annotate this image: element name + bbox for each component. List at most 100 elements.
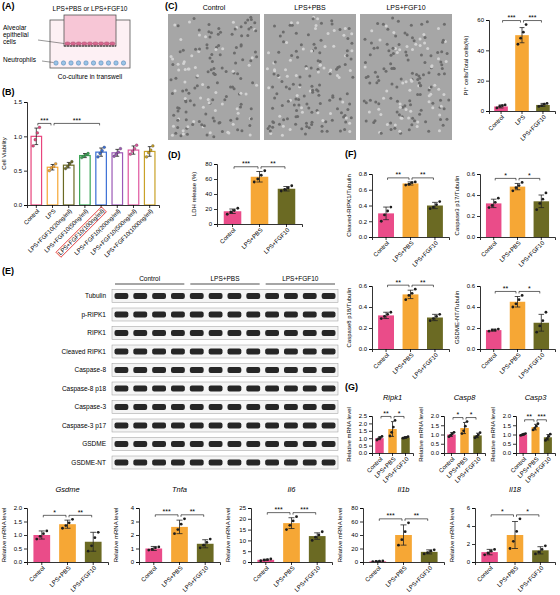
data-point [236, 207, 239, 210]
cell-texture [399, 117, 402, 120]
cell-texture [239, 92, 242, 95]
data-point [525, 23, 528, 26]
y-tick-mark [472, 526, 475, 527]
data-point [432, 317, 435, 320]
cell-texture [420, 53, 423, 56]
y-tick-mark [214, 194, 217, 195]
blot-band [246, 312, 260, 318]
x-axis: ControlLPS+PBSLPS+FGF10 [438, 453, 486, 484]
cell-texture [310, 85, 313, 88]
cell-texture [299, 84, 302, 87]
y-tick: 2.5 [359, 413, 372, 419]
cell-texture [305, 122, 308, 125]
blot-band [322, 312, 336, 318]
error-bar [90, 532, 96, 551]
blot-band [190, 330, 204, 336]
x-tick-mark [117, 205, 118, 208]
significance-label: * [504, 172, 507, 179]
cell-texture [221, 47, 224, 50]
y-tick: 20 [239, 516, 251, 522]
neutrophil [121, 61, 125, 65]
y-tick: 1.0 [14, 532, 27, 538]
cell-texture [240, 44, 243, 47]
y-tick-label: 60 [351, 519, 358, 525]
panel-label: (C) [165, 1, 178, 11]
data-point [38, 126, 41, 129]
x-tick: Control [480, 349, 498, 370]
error-bar [491, 199, 497, 207]
data-point [400, 538, 403, 541]
data-point [537, 105, 540, 108]
blot-band [133, 367, 147, 373]
blot-band [171, 330, 185, 336]
error-bar [534, 424, 537, 430]
cell-texture [399, 106, 402, 109]
error-bar [314, 533, 320, 539]
y-tick-mark [24, 205, 27, 206]
plot-marks [375, 419, 409, 453]
y-axis-line [369, 175, 373, 238]
data-point [295, 515, 298, 518]
epithelial-cell [110, 42, 115, 45]
x-tick-mark [410, 349, 411, 352]
cell-texture [187, 68, 190, 71]
cell-texture [225, 95, 228, 98]
x-tick-mark [377, 562, 378, 565]
cell-texture [398, 113, 401, 116]
cell-texture [282, 40, 285, 43]
x-tick-mark [403, 562, 404, 565]
data-point [407, 435, 410, 438]
y-tick-mark [24, 535, 27, 536]
blot-band [152, 404, 166, 410]
x-tick-mark [535, 453, 536, 456]
y-tick: 0 [481, 108, 489, 114]
cell-texture [376, 75, 379, 78]
cell-texture [236, 72, 239, 75]
x-tick-mark [265, 562, 266, 565]
x-tick-label: Control [480, 352, 498, 370]
cell-texture [267, 127, 270, 130]
data-point [518, 298, 521, 301]
y-tick: 0.4 [359, 203, 372, 209]
x-tick-label: Control [372, 240, 390, 258]
chart-title: Il1b [397, 485, 409, 494]
chart: 0.00.51.01.52.02.5ControlLPS+PBSLPS+FGF1… [346, 393, 413, 484]
data-point [461, 432, 464, 435]
x-tick: Control [372, 237, 390, 258]
neutrophil [61, 61, 65, 65]
x-tick-label: LPS+FGF10 [181, 564, 209, 592]
data-point [494, 201, 497, 204]
x-tick: LPS+PBS [384, 562, 407, 588]
x-tick-mark [434, 349, 435, 352]
y-tick: 0.0 [359, 234, 372, 240]
cell-texture [289, 59, 292, 62]
data-point [61, 527, 64, 530]
schematic-text: LPS+PBS or LPS+FGF10 [53, 5, 128, 12]
cell-texture [348, 103, 351, 106]
data-point [493, 548, 496, 551]
cell-texture [413, 39, 416, 42]
data-point [386, 210, 389, 213]
blot-band [115, 330, 129, 336]
epithelial-cell [93, 42, 98, 45]
bar [544, 437, 552, 453]
cell-texture [251, 56, 254, 59]
cell-texture [369, 99, 372, 102]
blot-band [246, 367, 260, 373]
y-tick: 0.0 [14, 559, 27, 565]
data-point [209, 538, 212, 541]
cell-texture [211, 60, 214, 63]
cell-texture [315, 24, 318, 27]
error-bar [520, 28, 525, 43]
y-tick-mark [477, 216, 480, 217]
y-axis: 0.00.51.01.52.0 [431, 413, 445, 456]
data-point [32, 145, 35, 148]
significance-label: ** [527, 413, 533, 420]
cell-texture [172, 114, 175, 117]
bar [112, 153, 123, 205]
y-axis-line [136, 509, 140, 563]
x-tick-label: Control [219, 227, 237, 245]
cell-texture [214, 48, 217, 51]
y-tick: 0.0 [359, 346, 372, 352]
x-tick-label: LPS+FGF10 [519, 113, 547, 141]
